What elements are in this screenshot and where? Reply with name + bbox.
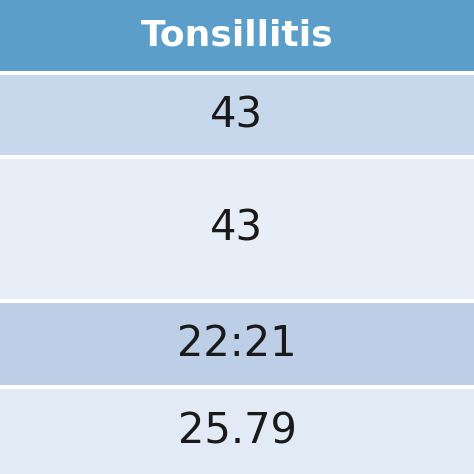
FancyBboxPatch shape	[0, 385, 474, 389]
FancyBboxPatch shape	[0, 0, 474, 71]
FancyBboxPatch shape	[0, 155, 474, 159]
Text: 43: 43	[210, 94, 264, 136]
FancyBboxPatch shape	[0, 159, 474, 299]
Text: 25.79: 25.79	[178, 410, 296, 453]
FancyBboxPatch shape	[0, 389, 474, 474]
FancyBboxPatch shape	[0, 299, 474, 303]
FancyBboxPatch shape	[0, 303, 474, 385]
FancyBboxPatch shape	[0, 71, 474, 75]
Text: Tonsillitis: Tonsillitis	[141, 18, 333, 53]
Text: 22:21: 22:21	[177, 323, 297, 365]
FancyBboxPatch shape	[0, 75, 474, 155]
Text: 43: 43	[210, 208, 264, 250]
